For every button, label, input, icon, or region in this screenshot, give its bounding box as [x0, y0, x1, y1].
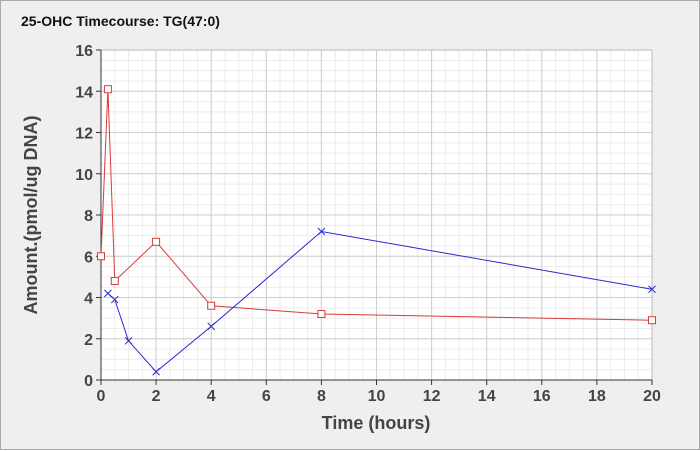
series-1-point	[97, 252, 105, 261]
series-layer	[97, 85, 656, 376]
x-tick-label: 10	[368, 388, 386, 405]
series-2-point	[207, 322, 216, 331]
x-tick-label: 12	[423, 388, 441, 405]
x-tick-label: 20	[643, 388, 661, 405]
x-tick-label: 16	[533, 388, 551, 405]
axes: 0 2 4 6 8 10 12 14 16 18 20 0 2 4 6 8 10 12 14 16	[75, 43, 661, 405]
series-1-point	[648, 316, 656, 325]
y-tick-label: 16	[75, 43, 93, 60]
series-1-point	[207, 301, 216, 310]
series-1-point	[152, 237, 161, 246]
series-2-point	[110, 295, 119, 304]
series-1-point	[110, 277, 119, 285]
series-2-point	[648, 285, 656, 294]
x-axis-title: Time (hours)	[322, 413, 431, 433]
y-tick-label: 6	[84, 249, 93, 266]
x-tick-label: 4	[207, 388, 216, 405]
x-tick-label: 6	[262, 388, 271, 405]
series-1-point	[103, 85, 112, 94]
series-1-point	[317, 310, 326, 318]
series-2-point	[124, 336, 133, 345]
y-tick-label: 12	[75, 126, 93, 143]
y-tick-label: 0	[84, 373, 93, 390]
y-tick-label: 8	[84, 208, 93, 225]
x-tick-label: 14	[478, 388, 496, 405]
x-tick-label: 18	[588, 388, 606, 405]
grid	[100, 49, 653, 381]
chart-title: 25-OHC Timecourse: TG(47:0)	[21, 13, 220, 29]
x-tick-label: 2	[152, 388, 161, 405]
x-tick-label: 8	[317, 388, 326, 405]
series-2-point	[152, 367, 160, 376]
series-2-point	[317, 227, 326, 236]
y-tick-label: 4	[84, 291, 93, 308]
y-tick-label: 2	[84, 332, 93, 349]
x-tick-label: 0	[97, 388, 106, 405]
y-tick-label: 14	[75, 84, 93, 101]
series-2-point	[104, 289, 112, 298]
y-tick-label: 10	[75, 167, 93, 184]
y-axis-title: Amount.(pmol/ug DNA)	[21, 116, 41, 315]
